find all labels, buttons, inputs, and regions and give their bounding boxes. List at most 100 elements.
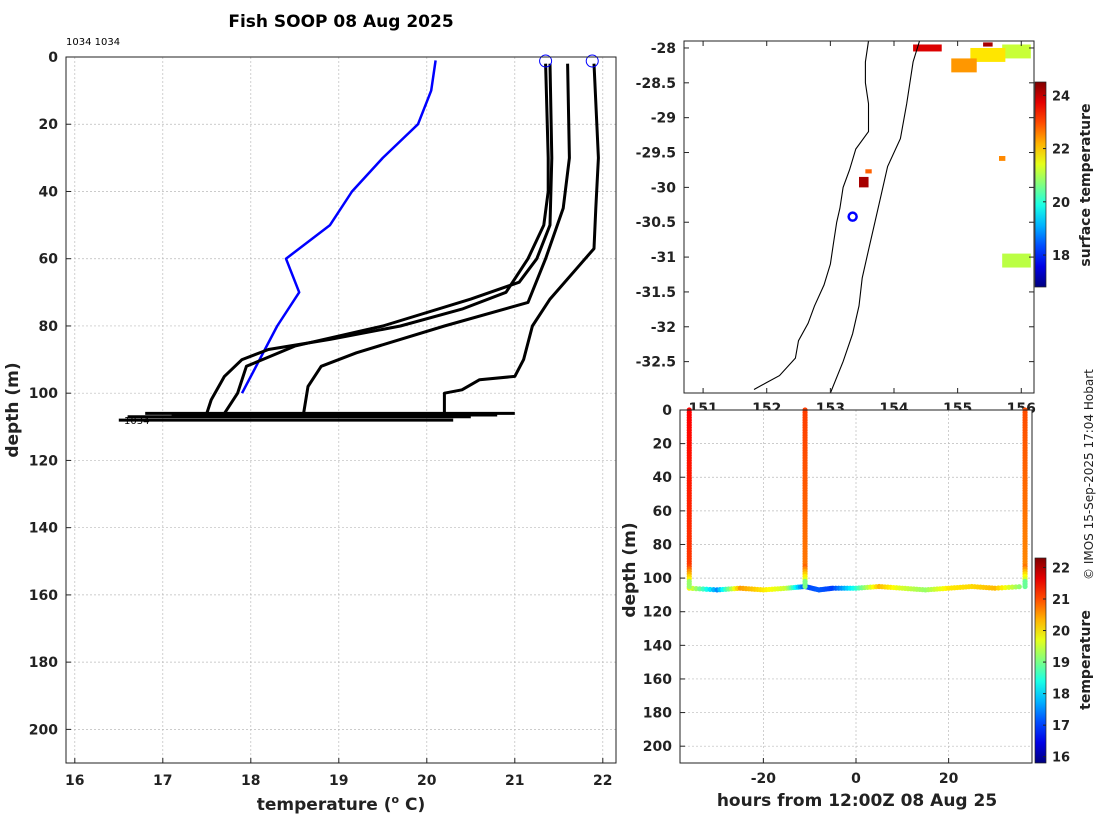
- map-y-tick-label: -29.5: [636, 146, 676, 162]
- profile-y-tick-label: 160: [29, 588, 58, 604]
- sst-patch: [951, 58, 977, 73]
- section-colorbar-tick-label: 18: [1052, 688, 1070, 703]
- map-colorbar: [1034, 81, 1047, 288]
- profile-x-label-sup: o: [392, 793, 400, 806]
- sst-patch: [1002, 253, 1031, 268]
- profile-surface-marker: [539, 54, 553, 68]
- section-y-tick-label: 80: [653, 537, 673, 553]
- section-colorbar-tick-label: 20: [1052, 625, 1070, 640]
- section-colorbar: [1034, 557, 1047, 764]
- profile-x-tick-label: 18: [241, 773, 260, 789]
- profile-chart: 16 17 18 19 20 21 22 0 20 40 60 80 100 120 140 160 180 20…: [3, 37, 617, 815]
- section-y-tick-label: 100: [643, 571, 672, 587]
- section-y-tick-label: 40: [653, 470, 673, 486]
- section-y-tick-label: 180: [643, 706, 672, 722]
- map-colorbar-tick-label: 18: [1052, 249, 1070, 264]
- map-colorbar-label: surface temperature: [1078, 103, 1094, 266]
- section-cast-point: [686, 583, 692, 590]
- map-plot-area: [684, 41, 1034, 393]
- section-x-tick-label: 20: [939, 771, 959, 787]
- sst-patch: [859, 176, 869, 188]
- section-y-tick-label: 20: [653, 437, 673, 453]
- profile-frame: [65, 56, 617, 764]
- profile-plot-area: [66, 57, 616, 763]
- coastline: [753, 40, 870, 390]
- map-y-tick-label: -31: [651, 250, 676, 266]
- sst-patch: [1002, 44, 1031, 59]
- section-x-label: hours from 12:00Z 08 Aug 25: [717, 791, 997, 811]
- section-cast-point: [1022, 583, 1028, 590]
- profile-y-tick-label: 200: [29, 722, 58, 738]
- sst-patch: [999, 156, 1006, 161]
- profile-x-label-main: temperature (: [257, 795, 392, 815]
- section-colorbar-tick-label: 17: [1052, 719, 1070, 734]
- section-frame: [679, 409, 1033, 764]
- map-patches: [859, 42, 1031, 268]
- section-y-tick-label: 160: [643, 672, 672, 688]
- map-y-tick-label: -32: [651, 320, 676, 336]
- profile-series: [118, 54, 600, 422]
- map-lines: [753, 40, 921, 394]
- profile-x-tick-label: 22: [593, 773, 612, 789]
- sst-patch: [913, 44, 942, 52]
- section-y-tick-label: 200: [643, 739, 672, 755]
- profile-line-1: [205, 63, 550, 414]
- map-colorbar-ticks: 18 20 22 24: [1043, 89, 1070, 264]
- section-colorbar-tick-label: 21: [1052, 593, 1070, 608]
- profile-y-tick-label: 140: [29, 521, 58, 537]
- section-y-label: depth (m): [620, 522, 640, 617]
- section-cast-point: [802, 583, 808, 590]
- profile-line-0: [240, 60, 437, 394]
- profile-y-tick-label: 120: [29, 453, 58, 469]
- profile-y-tick-label: 20: [39, 117, 59, 133]
- section-y-tick-label: 140: [643, 638, 672, 654]
- figure-title: Fish SOOP 08 Aug 2025: [228, 12, 453, 32]
- section-y-tick-label: 120: [643, 605, 672, 621]
- map-chart: 151 152 153 154 155 156-28-28.5-29-29.5-30-30…: [636, 40, 1094, 417]
- profile-y-tick-label: 80: [39, 319, 59, 335]
- map-colorbar-tick-label: 20: [1052, 196, 1070, 211]
- profile-x-tick-label: 17: [153, 773, 172, 789]
- profile-axes: 16 17 18 19 20 21 22 0 20 40 60 80 100 120 140 160 180 20…: [29, 50, 613, 789]
- profile-x-label: temperature (o C): [257, 793, 426, 815]
- sst-patch: [865, 169, 872, 174]
- profile-line-2: [223, 63, 554, 415]
- profile-y-tick-label: 0: [48, 50, 58, 66]
- section-colorbar-tick-label: 22: [1052, 561, 1070, 576]
- section-x-tick-label: 0: [851, 771, 861, 787]
- profile-gridlines: [66, 56, 616, 763]
- profile-y-label: depth (m): [3, 362, 23, 457]
- profile-bottom-label: 1034: [124, 416, 149, 427]
- map-colorbar-tick-label: 22: [1052, 143, 1070, 158]
- profile-line-4: [442, 63, 600, 414]
- profile-x-tick-label: 19: [329, 773, 348, 789]
- profile-y-tick-label: 60: [39, 252, 59, 268]
- ship-position-marker: [847, 211, 858, 222]
- section-colorbar-ticks: 16 17 18 19 20 21 22: [1043, 561, 1070, 766]
- sst-patch: [983, 42, 993, 47]
- section-colorbar-tick-label: 16: [1052, 751, 1070, 766]
- map-y-tick-label: -29: [651, 111, 676, 127]
- profile-y-tick-label: 100: [29, 386, 58, 402]
- map-frame: [683, 40, 1035, 394]
- profile-x-tick-label: 16: [65, 773, 84, 789]
- map-y-tick-label: -32.5: [636, 355, 676, 371]
- section-points: [686, 407, 1028, 593]
- credit-text: © IMOS 15-Sep-2025 17:04 Hobart: [1082, 369, 1096, 580]
- section-y-tick-label: 0: [662, 403, 672, 419]
- shelf-contour: [829, 40, 921, 394]
- section-x-tick-label: -20: [751, 771, 777, 787]
- map-y-tick-label: -30: [651, 180, 677, 196]
- profile-x-label-tail: C): [399, 795, 425, 815]
- map-y-tick-label: -28.5: [636, 76, 676, 92]
- profile-line-3: [302, 63, 571, 414]
- map-y-tick-label: -31.5: [636, 285, 676, 301]
- sst-patch: [970, 47, 1006, 62]
- profile-x-tick-label: 20: [417, 773, 437, 789]
- map-colorbar-tick-label: 24: [1052, 89, 1070, 104]
- profile-y-tick-label: 180: [29, 655, 58, 671]
- map-y-tick-label: -28: [651, 41, 676, 57]
